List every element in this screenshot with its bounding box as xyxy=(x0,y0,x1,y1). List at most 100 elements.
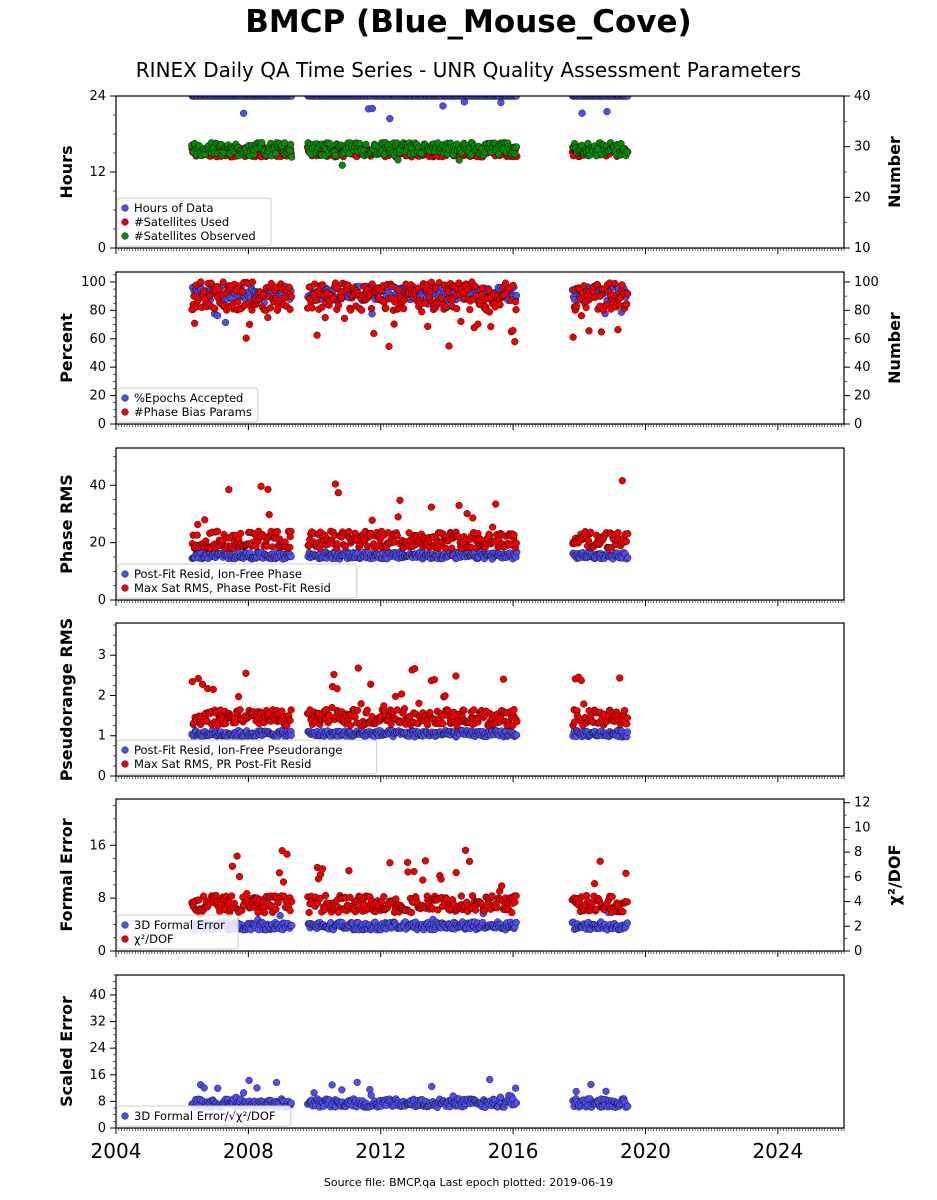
y-tick-label: 100 xyxy=(81,275,106,290)
legend-label: 3D Formal Error/√χ²/DOF xyxy=(134,1109,276,1123)
data-point xyxy=(432,284,440,292)
data-point xyxy=(376,536,384,544)
data-point xyxy=(496,301,504,309)
phase-rms-ylabel: Phase RMS xyxy=(57,474,76,574)
data-point xyxy=(258,139,266,147)
y2-tick-label: 10 xyxy=(854,241,871,256)
data-point xyxy=(509,326,517,335)
y-tick-label: 60 xyxy=(89,332,106,347)
formal-error-points xyxy=(188,846,631,934)
data-point xyxy=(331,151,339,160)
data-point xyxy=(623,714,632,722)
data-point xyxy=(580,282,588,290)
y-tick-label: 24 xyxy=(89,1041,106,1056)
y-tick-label: 16 xyxy=(89,838,106,853)
data-point xyxy=(240,109,248,117)
data-point xyxy=(427,503,436,511)
data-point xyxy=(235,692,243,701)
data-point xyxy=(624,553,632,562)
data-point xyxy=(266,304,275,312)
data-point xyxy=(188,677,196,686)
data-point xyxy=(268,543,277,551)
legend-marker xyxy=(121,1112,129,1120)
data-point xyxy=(513,717,521,726)
data-point xyxy=(510,531,518,539)
data-point xyxy=(439,102,447,110)
data-point xyxy=(623,728,632,736)
data-point xyxy=(286,906,294,915)
percent-ylabel: Percent xyxy=(57,313,76,383)
data-point xyxy=(329,294,338,302)
y2-tick-label: 100 xyxy=(854,275,879,290)
pseudorange-rms-ylabel: Pseudorange RMS xyxy=(57,618,76,781)
data-point xyxy=(454,532,462,541)
data-point xyxy=(439,719,447,728)
data-point xyxy=(441,544,449,552)
data-point xyxy=(488,892,496,900)
data-point xyxy=(312,296,320,304)
data-point xyxy=(497,98,505,107)
data-point xyxy=(287,552,295,561)
data-point xyxy=(207,279,215,287)
data-point xyxy=(194,674,202,683)
data-point xyxy=(582,303,590,312)
data-point xyxy=(197,278,205,286)
data-point xyxy=(624,96,632,100)
data-point xyxy=(338,294,346,302)
scaled-error-ylabel: Scaled Error xyxy=(57,996,76,1107)
legend-label: χ²/DOF xyxy=(134,932,174,946)
y-tick-label: 0 xyxy=(98,1121,106,1136)
data-point xyxy=(395,286,403,294)
y-tick-label: 3 xyxy=(98,648,106,663)
data-point xyxy=(489,523,497,531)
data-point xyxy=(424,322,432,331)
data-point xyxy=(569,333,577,341)
formal-error-ylabel: Formal Error xyxy=(57,818,76,931)
data-point xyxy=(498,882,506,890)
data-point xyxy=(442,303,450,311)
data-point xyxy=(620,706,629,715)
data-point xyxy=(328,1081,336,1089)
legend-marker xyxy=(121,746,129,754)
data-point xyxy=(281,139,289,147)
data-point xyxy=(248,278,257,286)
data-point xyxy=(410,867,418,876)
data-point xyxy=(415,699,423,707)
data-point xyxy=(287,1099,295,1107)
data-point xyxy=(622,869,630,877)
legend-label: Post-Fit Resid, Ion-Free Pseudorange xyxy=(134,743,342,757)
data-point xyxy=(512,918,520,927)
data-point xyxy=(602,1087,610,1095)
data-point xyxy=(623,148,631,156)
y2-tick-label: 8 xyxy=(854,845,862,860)
data-point xyxy=(578,109,586,117)
data-point xyxy=(603,107,611,116)
hours-legend: Hours of Data#Satellites Used#Satellites… xyxy=(116,197,272,247)
legend-marker xyxy=(121,584,129,592)
y-tick-label: 1 xyxy=(98,729,106,744)
data-point xyxy=(347,306,355,314)
y2-tick-label: 20 xyxy=(854,190,871,205)
legend-marker xyxy=(121,408,129,416)
data-point xyxy=(231,719,239,727)
data-point xyxy=(587,1080,595,1089)
data-point xyxy=(452,868,460,877)
data-point xyxy=(572,302,581,310)
data-point xyxy=(623,300,631,308)
data-point xyxy=(370,329,378,338)
y-tick-label: 20 xyxy=(89,536,106,551)
data-point xyxy=(334,489,342,497)
data-point xyxy=(460,706,468,715)
data-point xyxy=(430,675,439,684)
data-point xyxy=(368,104,376,113)
data-point xyxy=(243,889,251,898)
data-point xyxy=(511,150,519,158)
data-point xyxy=(499,675,508,683)
data-point xyxy=(213,312,222,320)
data-point xyxy=(404,868,412,876)
data-point xyxy=(191,319,199,327)
data-point xyxy=(618,281,626,289)
legend-marker xyxy=(121,760,129,768)
scaled-error-legend: 3D Formal Error/√χ²/DOF xyxy=(116,1105,292,1127)
